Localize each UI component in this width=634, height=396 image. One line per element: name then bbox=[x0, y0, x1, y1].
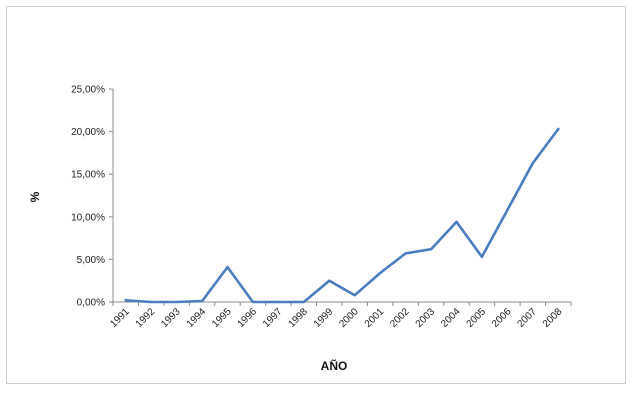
x-tick-label: 1996 bbox=[236, 306, 260, 330]
data-point bbox=[404, 252, 407, 255]
x-tick-label: 2001 bbox=[363, 306, 387, 330]
x-tick-label: 2004 bbox=[439, 306, 463, 330]
y-tick-label: 5,00% bbox=[77, 255, 105, 266]
y-tick-label: 25,00% bbox=[71, 85, 105, 96]
series-area bbox=[124, 127, 560, 304]
data-point bbox=[378, 271, 382, 275]
x-tick-label: 2007 bbox=[515, 306, 539, 330]
x-tick-label: 2008 bbox=[541, 306, 565, 330]
y-tick-label: 10,00% bbox=[71, 212, 105, 223]
data-point bbox=[557, 127, 560, 131]
data-point bbox=[175, 300, 178, 304]
y-tick-label: 20,00% bbox=[71, 127, 105, 138]
x-axis: 1991 1992 1993 1994 1995 1996 1997 1998 1999 2000… bbox=[108, 301, 572, 330]
y-axis: 0,00% 5,00% 10,00% 15,00% 20,00% 25,00% bbox=[71, 85, 114, 309]
x-tick-label: 1992 bbox=[134, 306, 158, 330]
y-axis-title: % bbox=[28, 191, 42, 202]
x-tick-label: 1995 bbox=[210, 306, 234, 330]
x-tick-label: 2000 bbox=[337, 306, 361, 330]
data-point bbox=[429, 247, 433, 251]
data-point bbox=[328, 279, 331, 282]
data-point bbox=[149, 300, 153, 304]
x-tick-label: 1994 bbox=[185, 306, 209, 330]
data-point bbox=[302, 300, 306, 304]
data-point bbox=[124, 299, 127, 302]
y-tick-label: 15,00% bbox=[71, 170, 105, 181]
chart-frame bbox=[6, 6, 626, 384]
x-tick-label: 1993 bbox=[159, 306, 183, 330]
x-tick-label: 2002 bbox=[388, 306, 412, 330]
x-tick-label: 1998 bbox=[286, 306, 310, 330]
x-tick-label: 1999 bbox=[312, 306, 336, 330]
data-point bbox=[200, 299, 204, 303]
x-axis-title: AÑO bbox=[321, 358, 348, 373]
x-tick-label: 1997 bbox=[261, 306, 285, 330]
x-tick-label: 2005 bbox=[465, 306, 489, 330]
data-point bbox=[480, 255, 484, 259]
y-tick-label: 0,00% bbox=[77, 298, 105, 309]
data-point bbox=[531, 161, 535, 165]
x-tick-label: 2006 bbox=[490, 306, 514, 330]
data-point bbox=[455, 220, 458, 224]
series-line bbox=[124, 127, 560, 304]
x-tick-label: 1991 bbox=[108, 306, 132, 330]
data-point bbox=[353, 293, 356, 297]
data-point bbox=[226, 265, 229, 269]
data-point bbox=[506, 208, 509, 212]
data-point bbox=[277, 300, 280, 304]
x-tick-label: 2003 bbox=[414, 306, 438, 330]
data-point bbox=[251, 300, 255, 304]
